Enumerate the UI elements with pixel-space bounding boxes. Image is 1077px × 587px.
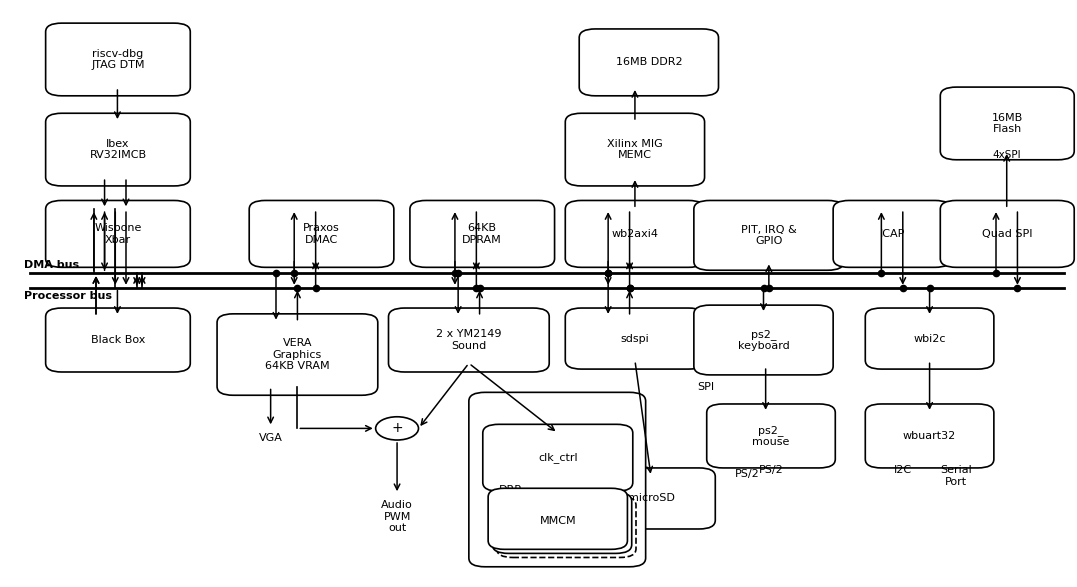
Text: DRP: DRP	[499, 485, 522, 495]
FancyBboxPatch shape	[389, 308, 549, 372]
Circle shape	[376, 417, 419, 440]
Text: PS/2: PS/2	[758, 465, 783, 475]
Text: Serial
Port: Serial Port	[940, 465, 973, 487]
FancyBboxPatch shape	[587, 468, 715, 529]
Text: ps2_
mouse: ps2_ mouse	[753, 425, 789, 447]
Text: Xilinx MIG
MEMC: Xilinx MIG MEMC	[607, 139, 662, 160]
Text: wbi2c: wbi2c	[913, 333, 946, 343]
FancyBboxPatch shape	[218, 314, 378, 395]
Text: 4xSPI: 4xSPI	[992, 150, 1021, 160]
Text: PIT, IRQ &
GPIO: PIT, IRQ & GPIO	[741, 225, 797, 246]
Text: sdspi: sdspi	[620, 333, 649, 343]
Text: Processor bus: Processor bus	[24, 291, 112, 301]
FancyBboxPatch shape	[492, 492, 632, 554]
FancyBboxPatch shape	[410, 201, 555, 267]
Text: wbuart32: wbuart32	[903, 431, 956, 441]
Text: ps2_
keyboard: ps2_ keyboard	[738, 329, 789, 351]
Text: I2C: I2C	[894, 465, 912, 475]
FancyBboxPatch shape	[482, 424, 633, 491]
FancyBboxPatch shape	[249, 201, 394, 267]
FancyBboxPatch shape	[865, 308, 994, 369]
FancyBboxPatch shape	[865, 404, 994, 468]
Text: SPI: SPI	[697, 382, 714, 392]
Text: 16MB
Flash: 16MB Flash	[992, 113, 1023, 134]
Text: +: +	[391, 421, 403, 436]
FancyBboxPatch shape	[468, 392, 645, 567]
FancyBboxPatch shape	[488, 488, 628, 549]
FancyBboxPatch shape	[496, 497, 637, 558]
FancyBboxPatch shape	[940, 201, 1074, 267]
FancyBboxPatch shape	[694, 305, 834, 375]
Text: DMA bus: DMA bus	[24, 259, 80, 269]
Text: 16MB DDR2: 16MB DDR2	[616, 58, 682, 68]
Text: 64KB
DPRAM: 64KB DPRAM	[462, 223, 502, 245]
FancyBboxPatch shape	[45, 113, 191, 186]
Text: wb2axi4: wb2axi4	[612, 229, 658, 239]
FancyBboxPatch shape	[565, 113, 704, 186]
FancyBboxPatch shape	[45, 308, 191, 372]
FancyBboxPatch shape	[694, 201, 844, 270]
Text: PS/2: PS/2	[736, 469, 759, 479]
Text: MMCM: MMCM	[540, 517, 576, 527]
Text: microSD: microSD	[628, 494, 674, 504]
FancyBboxPatch shape	[707, 404, 836, 468]
Text: Audio
PWM
out: Audio PWM out	[381, 500, 412, 533]
Text: clk_ctrl: clk_ctrl	[538, 453, 577, 463]
FancyBboxPatch shape	[565, 201, 704, 267]
Text: VERA
Graphics
64KB VRAM: VERA Graphics 64KB VRAM	[265, 338, 330, 371]
Text: Wisbone
Xbar: Wisbone Xbar	[95, 223, 142, 245]
Text: VGA: VGA	[258, 433, 282, 443]
Text: Ibex
RV32IMCB: Ibex RV32IMCB	[89, 139, 146, 160]
FancyBboxPatch shape	[45, 201, 191, 267]
Text: 2 x YM2149
Sound: 2 x YM2149 Sound	[436, 329, 502, 351]
Text: ICAP: ICAP	[880, 229, 905, 239]
FancyBboxPatch shape	[940, 87, 1074, 160]
Text: Black Box: Black Box	[90, 335, 145, 345]
FancyBboxPatch shape	[45, 23, 191, 96]
FancyBboxPatch shape	[565, 308, 704, 369]
Text: Praxos
DMAC: Praxos DMAC	[303, 223, 340, 245]
Text: Quad SPI: Quad SPI	[982, 229, 1033, 239]
FancyBboxPatch shape	[579, 29, 718, 96]
FancyBboxPatch shape	[834, 201, 951, 267]
Text: riscv-dbg
JTAG DTM: riscv-dbg JTAG DTM	[92, 49, 144, 70]
